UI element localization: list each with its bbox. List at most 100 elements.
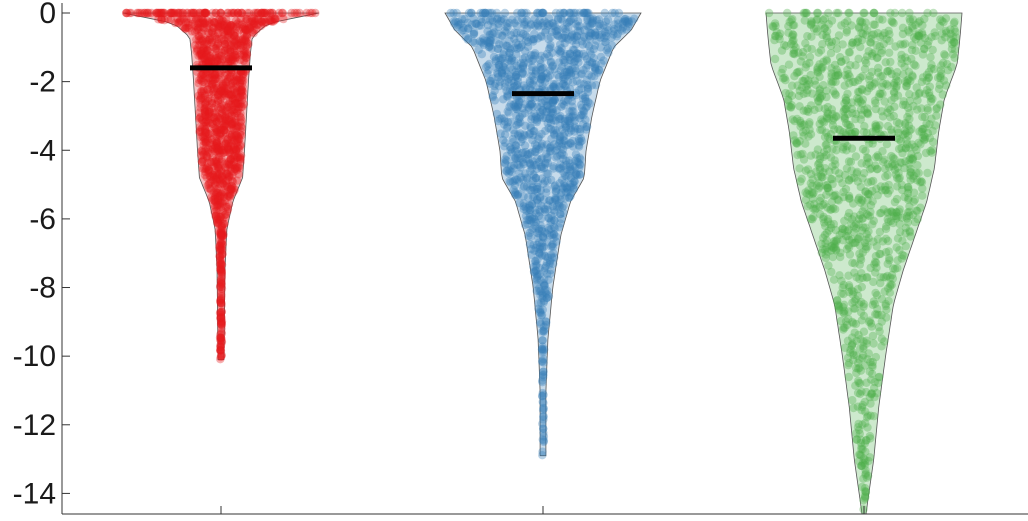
data-point — [216, 310, 225, 320]
data-point — [217, 259, 226, 269]
data-point — [534, 224, 544, 233]
data-point — [228, 94, 238, 103]
data-point — [248, 19, 258, 29]
data-point — [217, 329, 227, 338]
data-point — [199, 40, 209, 49]
data-point — [192, 25, 201, 35]
data-point — [236, 43, 245, 53]
data-point — [242, 50, 252, 59]
data-point — [468, 37, 478, 46]
data-point — [204, 74, 213, 83]
data-point — [583, 97, 593, 107]
data-point — [530, 29, 539, 39]
data-point — [226, 21, 236, 30]
data-point — [212, 74, 221, 83]
data-point — [206, 76, 215, 86]
data-point — [199, 150, 208, 159]
data-point — [209, 113, 219, 122]
data-point — [204, 112, 213, 122]
data-point — [216, 336, 225, 345]
data-point — [237, 131, 246, 140]
data-point — [228, 106, 237, 115]
data-point — [220, 188, 230, 197]
data-point — [501, 159, 510, 168]
data-point — [201, 108, 210, 117]
data-point — [872, 53, 882, 63]
data-point — [233, 99, 242, 108]
data-point — [217, 142, 226, 151]
data-point — [205, 149, 214, 158]
data-point — [491, 36, 500, 45]
data-point — [218, 111, 227, 120]
data-point — [246, 23, 255, 32]
data-point — [200, 105, 209, 114]
data-point — [238, 91, 247, 100]
data-point — [226, 190, 235, 199]
data-point — [217, 48, 227, 57]
data-point — [195, 113, 205, 123]
data-point — [121, 8, 131, 18]
data-point — [218, 86, 227, 95]
data-point — [211, 74, 220, 83]
data-point — [212, 206, 221, 215]
data-point — [844, 372, 853, 382]
data-point — [205, 108, 214, 117]
data-point — [517, 8, 526, 18]
data-point — [214, 195, 223, 205]
data-point — [224, 8, 233, 18]
data-point — [242, 14, 252, 24]
data-point — [232, 166, 241, 175]
data-point — [218, 123, 228, 132]
data-point — [221, 147, 231, 157]
data-point — [219, 21, 229, 30]
data-point — [227, 55, 236, 64]
data-point — [198, 19, 207, 28]
data-point — [203, 158, 212, 168]
data-point — [897, 144, 906, 153]
data-point — [217, 22, 226, 31]
data-point — [212, 214, 222, 224]
y-tick-label: -4 — [29, 134, 56, 167]
data-point — [236, 92, 245, 102]
data-point — [232, 164, 241, 174]
data-point — [243, 25, 252, 34]
data-point — [194, 91, 203, 101]
data-point — [599, 56, 608, 65]
data-point — [224, 144, 233, 153]
data-point — [205, 115, 215, 124]
data-point — [547, 211, 556, 220]
data-point — [226, 45, 235, 54]
data-point — [213, 200, 223, 209]
data-point — [228, 119, 237, 128]
data-point — [212, 111, 221, 121]
data-point — [226, 56, 236, 66]
data-point — [861, 488, 871, 497]
data-point — [216, 125, 225, 134]
data-point — [217, 171, 227, 181]
data-point — [203, 110, 213, 119]
data-point — [245, 24, 254, 34]
data-point — [224, 99, 233, 108]
data-point — [211, 190, 220, 199]
data-point — [531, 65, 541, 75]
data-point — [553, 145, 562, 154]
data-point — [209, 23, 218, 33]
data-point — [217, 172, 226, 181]
data-point — [243, 8, 252, 18]
data-point — [821, 239, 830, 248]
data-point — [196, 91, 206, 101]
data-point — [220, 36, 229, 45]
data-point — [823, 132, 833, 141]
data-point — [211, 157, 220, 166]
data-point — [201, 144, 210, 153]
data-point — [888, 17, 897, 27]
data-point — [829, 275, 839, 284]
data-point — [203, 53, 212, 62]
data-point — [216, 68, 225, 78]
data-point — [499, 120, 509, 129]
data-point — [213, 192, 222, 202]
data-point — [225, 191, 234, 201]
data-point — [217, 317, 227, 326]
data-point — [211, 123, 220, 132]
data-point — [216, 277, 225, 286]
